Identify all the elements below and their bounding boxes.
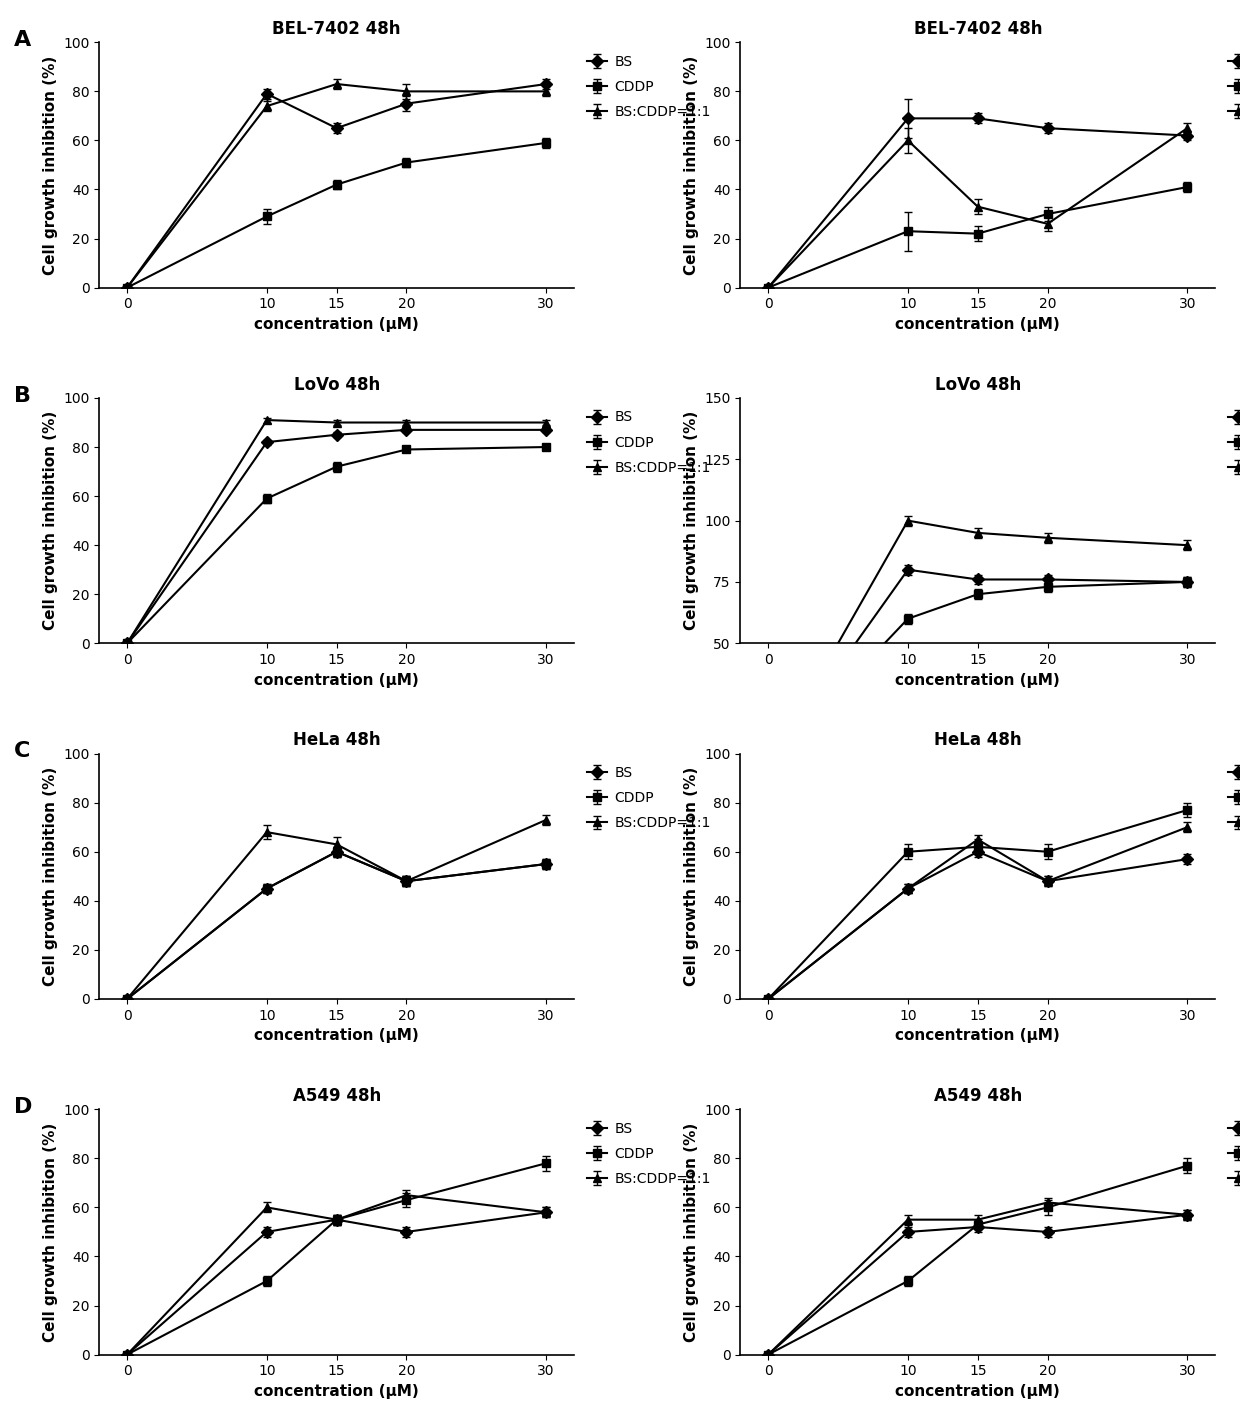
Y-axis label: Cell growth inhibition (%): Cell growth inhibition (%): [42, 1122, 57, 1342]
Y-axis label: Cell growth inhibition (%): Cell growth inhibition (%): [683, 1122, 698, 1342]
Legend: BS, CDDP, BS:CDDP=2:1: BS, CDDP, BS:CDDP=2:1: [1223, 1116, 1240, 1191]
Y-axis label: Cell growth inhibition (%): Cell growth inhibition (%): [42, 766, 57, 986]
Title: BEL-7402 48h: BEL-7402 48h: [914, 20, 1042, 38]
Y-axis label: Cell growth inhibition (%): Cell growth inhibition (%): [683, 55, 698, 275]
Legend: BS, CDDP, BS:CDDP=1:1: BS, CDDP, BS:CDDP=1:1: [582, 1116, 717, 1191]
Legend: BS, CDDP, BS:CDDP=1:1: BS, CDDP, BS:CDDP=1:1: [582, 405, 717, 480]
Legend: BS, CDDP, BS:CDDP=1:1: BS, CDDP, BS:CDDP=1:1: [582, 761, 717, 835]
Title: BEL-7402 48h: BEL-7402 48h: [273, 20, 401, 38]
Title: LoVo 48h: LoVo 48h: [935, 375, 1021, 394]
Title: HeLa 48h: HeLa 48h: [293, 731, 381, 749]
Text: C: C: [14, 741, 30, 762]
Y-axis label: Cell growth inhibition (%): Cell growth inhibition (%): [42, 55, 57, 275]
Legend: BS, CDDP, BS:CDDP=1:1: BS, CDDP, BS:CDDP=1:1: [582, 49, 717, 124]
X-axis label: concentration (μM): concentration (μM): [254, 673, 419, 687]
Y-axis label: Cell growth inhibition (%): Cell growth inhibition (%): [683, 411, 698, 631]
X-axis label: concentration (μM): concentration (μM): [254, 1029, 419, 1043]
Y-axis label: Cell growth inhibition (%): Cell growth inhibition (%): [42, 411, 57, 631]
X-axis label: concentration (μM): concentration (μM): [895, 1384, 1060, 1398]
Title: A549 48h: A549 48h: [293, 1086, 381, 1105]
Legend: BS, CDDP, BS:CDDP=2:1: BS, CDDP, BS:CDDP=2:1: [1223, 761, 1240, 835]
Title: HeLa 48h: HeLa 48h: [934, 731, 1022, 749]
X-axis label: concentration (μM): concentration (μM): [254, 317, 419, 332]
Legend: BS, CDDP, BS:CDDP=2:1: BS, CDDP, BS:CDDP=2:1: [1223, 49, 1240, 124]
X-axis label: concentration (μM): concentration (μM): [895, 317, 1060, 332]
Text: B: B: [14, 385, 31, 406]
Text: D: D: [14, 1096, 32, 1118]
X-axis label: concentration (μM): concentration (μM): [895, 1029, 1060, 1043]
Legend: BS, CDDP, BS:CDDP=2:1: BS, CDDP, BS:CDDP=2:1: [1223, 405, 1240, 480]
X-axis label: concentration (μM): concentration (μM): [254, 1384, 419, 1398]
Title: LoVo 48h: LoVo 48h: [294, 375, 379, 394]
X-axis label: concentration (μM): concentration (μM): [895, 673, 1060, 687]
Text: A: A: [14, 30, 31, 49]
Title: A549 48h: A549 48h: [934, 1086, 1022, 1105]
Y-axis label: Cell growth inhibition (%): Cell growth inhibition (%): [683, 766, 698, 986]
